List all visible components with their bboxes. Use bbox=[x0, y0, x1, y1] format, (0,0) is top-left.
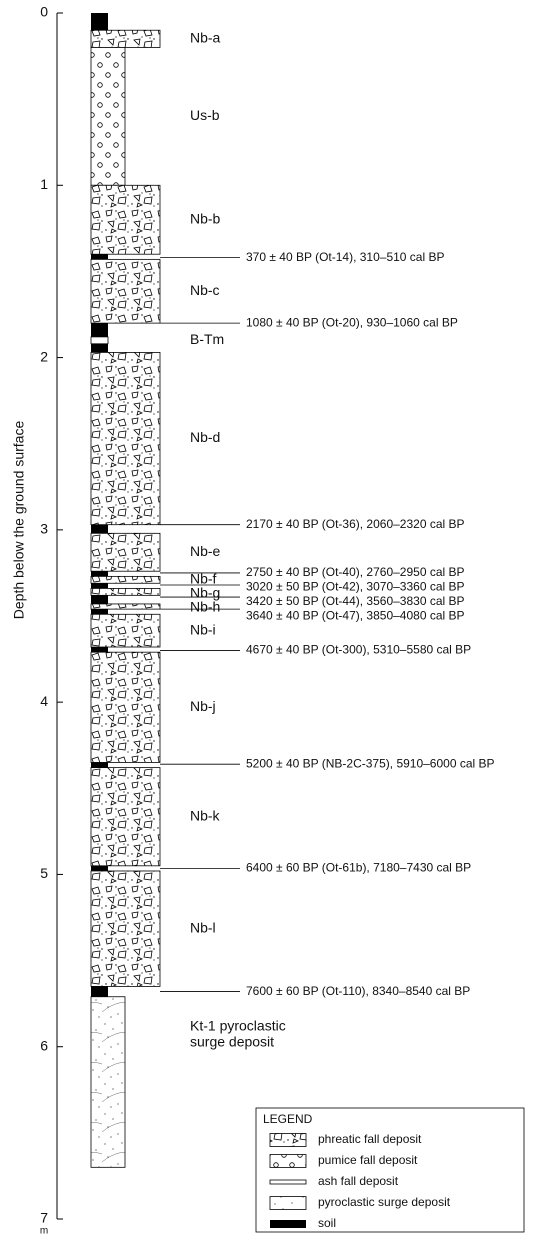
legend-swatch bbox=[269, 1154, 307, 1168]
layer-label: Nb-e bbox=[190, 543, 221, 559]
legend-swatch bbox=[270, 1220, 306, 1228]
date-label: 2750 ± 40 BP (Ot-40), 2760–2950 cal BP bbox=[246, 565, 465, 579]
date-label: 2170 ± 40 BP (Ot-36), 2060–2320 cal BP bbox=[246, 517, 465, 531]
phreatic-layer bbox=[90, 184, 161, 255]
phreatic-layer bbox=[90, 651, 161, 763]
legend-title: LEGEND bbox=[263, 1112, 313, 1126]
soil-layer bbox=[91, 865, 108, 871]
phreatic-layer bbox=[90, 613, 161, 648]
date-label: 1080 ± 40 BP (Ot-20), 930–1060 cal BP bbox=[246, 315, 458, 329]
layer-label: Nb-k bbox=[190, 807, 221, 823]
layer-label: Nb-f bbox=[190, 571, 217, 587]
layer-label: Nb-l bbox=[190, 919, 216, 935]
layer-label: Nb-c bbox=[190, 282, 220, 298]
soil-layer bbox=[91, 647, 108, 653]
layer-label: Nb-d bbox=[190, 429, 220, 445]
soil-layer bbox=[91, 343, 108, 353]
pumice-layer bbox=[90, 47, 126, 186]
layer-label: Nb-i bbox=[190, 621, 216, 637]
soil-layer bbox=[91, 524, 108, 534]
date-label: 4670 ± 40 BP (Ot-300), 5310–5580 cal BP bbox=[246, 643, 471, 657]
tick-label: 2 bbox=[40, 348, 48, 364]
layer-label: surge deposit bbox=[190, 1033, 274, 1049]
date-label: 5200 ± 40 BP (NB-2C-375), 5910–6000 cal … bbox=[246, 756, 495, 770]
soil-layer bbox=[91, 986, 108, 997]
date-label: 3420 ± 50 BP (Ot-44), 3560–3830 cal BP bbox=[246, 594, 465, 608]
legend-swatch bbox=[269, 1133, 307, 1147]
legend-label: pyroclastic surge deposit bbox=[318, 1195, 451, 1209]
soil-layer bbox=[91, 762, 108, 768]
layer-label: Nb-g bbox=[190, 585, 220, 601]
date-label: 7600 ± 60 BP (Ot-110), 8340–8540 cal BP bbox=[246, 984, 470, 998]
tick-label: 1 bbox=[40, 176, 48, 192]
legend-label: soil bbox=[318, 1216, 336, 1230]
layer-label: Nb-b bbox=[190, 210, 221, 226]
legend-label: pumice fall deposit bbox=[318, 1153, 418, 1167]
legend-label: phreatic fall deposit bbox=[318, 1132, 422, 1146]
date-label: 370 ± 40 BP (Ot-14), 310–510 cal BP bbox=[246, 250, 445, 264]
legend: LEGEND phreatic fall deposit pumice fall … bbox=[255, 1107, 525, 1233]
phreatic-layer bbox=[90, 532, 161, 572]
phreatic-layer bbox=[90, 352, 161, 526]
tick-label: 6 bbox=[40, 1037, 48, 1053]
soil-layer bbox=[91, 254, 108, 260]
ash-layer bbox=[90, 336, 109, 345]
date-label: 3020 ± 50 BP (Ot-42), 3070–3360 cal BP bbox=[246, 580, 465, 594]
soil-layer bbox=[91, 323, 108, 337]
layer-label: Nb-a bbox=[190, 30, 221, 46]
axis-title: Depth below the ground surface bbox=[11, 421, 27, 620]
date-label: 3640 ± 40 BP (Ot-47), 3850–4080 cal BP bbox=[246, 609, 465, 623]
layer-label: Nb-h bbox=[190, 599, 220, 615]
soil-layer bbox=[91, 609, 108, 615]
legend-swatch bbox=[269, 1179, 307, 1185]
tick-label: 0 bbox=[40, 4, 48, 20]
phreatic-layer bbox=[90, 870, 161, 987]
tick-label: 3 bbox=[40, 521, 48, 537]
phreatic-layer bbox=[90, 588, 161, 596]
layer-label: Kt-1 pyroclastic bbox=[190, 1017, 286, 1033]
tick-label: 4 bbox=[40, 693, 48, 709]
tick-label: 5 bbox=[40, 865, 48, 881]
legend-label: ash fall deposit bbox=[318, 1174, 399, 1188]
legend-box bbox=[255, 1107, 525, 1233]
legend-swatch bbox=[269, 1196, 307, 1210]
soil-layer bbox=[91, 13, 108, 31]
layer-label: Us-b bbox=[190, 107, 220, 123]
soil-layer bbox=[91, 595, 108, 604]
tick-label: 7 bbox=[40, 1210, 48, 1226]
phreatic-layer bbox=[90, 575, 161, 584]
soil-layer bbox=[91, 583, 108, 589]
phreatic-layer bbox=[90, 258, 161, 324]
layer-label: B-Tm bbox=[190, 331, 224, 347]
soil-layer bbox=[91, 571, 108, 577]
date-label: 6400 ± 60 BP (Ot-61b), 7180–7430 cal BP bbox=[246, 861, 471, 875]
phreatic-layer bbox=[90, 29, 161, 48]
phreatic-layer bbox=[90, 767, 161, 867]
surge-layer bbox=[90, 996, 126, 1168]
phreatic-layer bbox=[90, 603, 161, 610]
axis-unit: m bbox=[40, 1226, 48, 1235]
layer-label: Nb-j bbox=[190, 698, 216, 714]
